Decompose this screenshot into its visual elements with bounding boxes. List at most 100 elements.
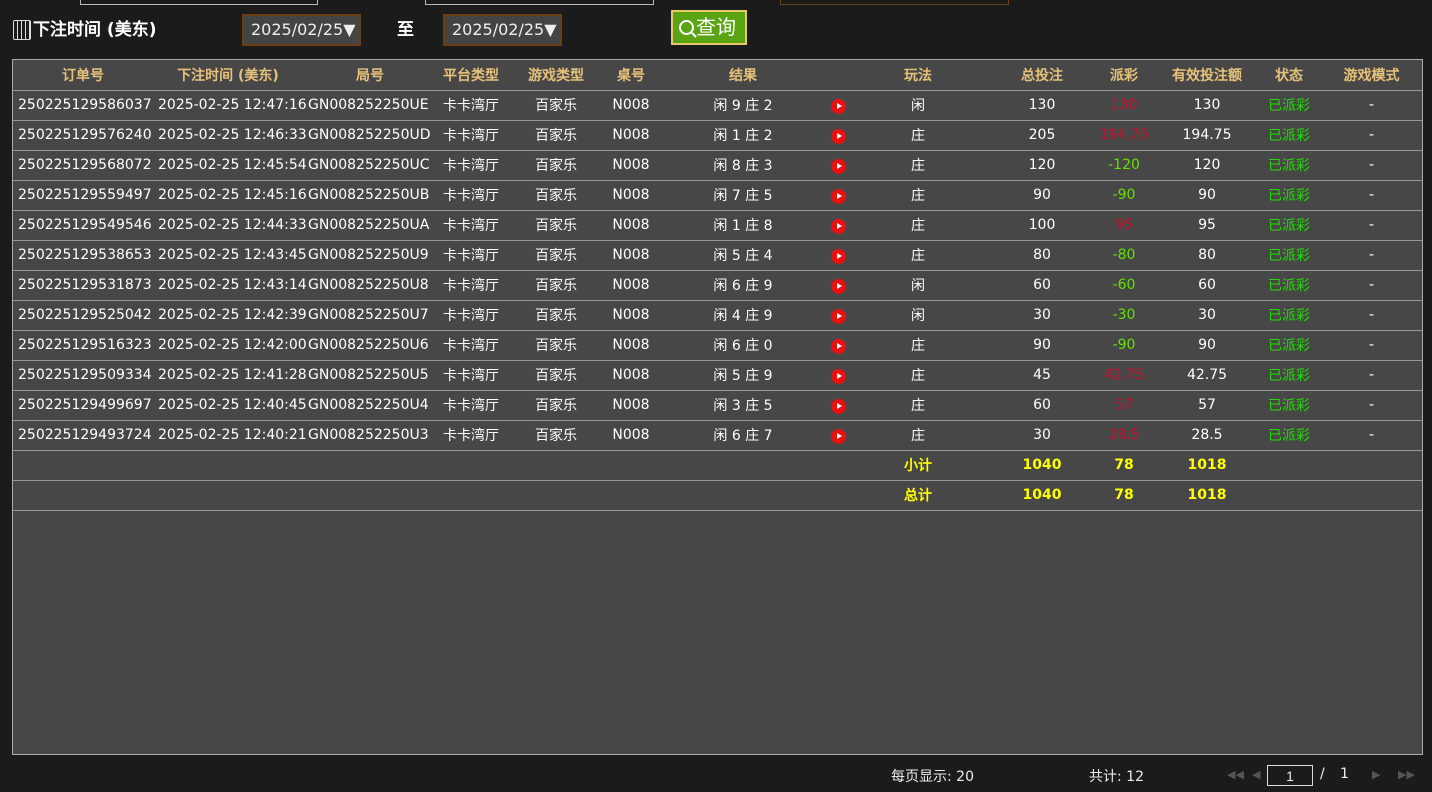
- cell-order-no: 250225129516323: [13, 330, 153, 361]
- cell-table-no: N008: [607, 90, 655, 121]
- cell-game-type: 百家乐: [505, 300, 607, 331]
- top-input-3[interactable]: [780, 0, 1009, 5]
- play-video-icon[interactable]: [831, 218, 846, 234]
- start-date-select[interactable]: 2025/02/25▼: [242, 14, 361, 46]
- play-video-icon[interactable]: [831, 338, 846, 354]
- cell-valid-bet: 95: [1157, 210, 1257, 241]
- header-platform-type: 平台类型: [437, 60, 505, 91]
- start-date-value: 2025/02/25: [251, 20, 344, 39]
- cell-bet-type: 庄: [843, 420, 993, 451]
- cell-bet-time: 2025-02-25 12:47:16: [153, 90, 307, 121]
- cell-status: 已派彩: [1257, 300, 1321, 331]
- cell-payout: 194.75: [1091, 120, 1157, 151]
- total-cell: [505, 480, 607, 511]
- cell-valid-bet: 60: [1157, 270, 1257, 301]
- subtotal-cell: [13, 450, 153, 481]
- first-page-icon[interactable]: ◀◀: [1227, 768, 1244, 781]
- cell-order-no: 250225129559497: [13, 180, 153, 211]
- table-row: 250225129531873 2025-02-25 12:43:14 GN0082…: [13, 270, 1422, 301]
- header-total-bet: 总投注: [993, 60, 1091, 91]
- query-label: 查询: [696, 15, 736, 39]
- cell-platform-type: 卡卡湾厅: [437, 210, 505, 241]
- table-row: 250225129538653 2025-02-25 12:43:45 GN0082…: [13, 240, 1422, 271]
- total-label: 总计: [843, 480, 993, 511]
- cell-table-no: N008: [607, 150, 655, 181]
- play-video-icon[interactable]: [831, 368, 846, 384]
- replay-cell: [831, 270, 846, 301]
- cell-table-no: N008: [607, 210, 655, 241]
- replay-cell: [831, 390, 846, 421]
- header-game-type: 游戏类型: [505, 60, 607, 91]
- prev-page-icon[interactable]: ◀: [1252, 768, 1261, 781]
- replay-cell: [831, 180, 846, 211]
- query-button[interactable]: 查询: [671, 10, 747, 45]
- cell-total-bet: 205: [993, 120, 1091, 151]
- cell-total-bet: 80: [993, 240, 1091, 271]
- header-bet-type: 玩法: [843, 60, 993, 91]
- bet-records-table: 订单号 下注时间 (美东) 局号 平台类型 游戏类型 桌号 结果 玩法 总投注 派彩 有效投注额 状态…: [12, 59, 1423, 755]
- end-date-select[interactable]: 2025/02/25▼: [443, 14, 562, 46]
- cell-result: 闲 8 庄 3: [655, 150, 831, 181]
- cell-round-no: GN008252250UA: [303, 210, 437, 241]
- next-page-icon[interactable]: ▶: [1372, 768, 1381, 781]
- cell-valid-bet: 80: [1157, 240, 1257, 271]
- play-video-icon[interactable]: [831, 158, 846, 174]
- play-video-icon[interactable]: [831, 248, 846, 264]
- cell-game-mode: -: [1321, 270, 1422, 301]
- play-video-icon[interactable]: [831, 188, 846, 204]
- cell-order-no: 250225129586037: [13, 90, 153, 121]
- cell-platform-type: 卡卡湾厅: [437, 90, 505, 121]
- play-video-icon[interactable]: [831, 128, 846, 144]
- cell-status: 已派彩: [1257, 360, 1321, 391]
- cell-table-no: N008: [607, 390, 655, 421]
- cell-payout: 95: [1091, 210, 1157, 241]
- play-video-icon[interactable]: [831, 398, 846, 414]
- cell-round-no: GN008252250U3: [303, 420, 437, 451]
- cell-status: 已派彩: [1257, 180, 1321, 211]
- cell-result: 闲 1 庄 8: [655, 210, 831, 241]
- cell-table-no: N008: [607, 270, 655, 301]
- cell-valid-bet: 57: [1157, 390, 1257, 421]
- subtotal-cell: [437, 450, 505, 481]
- cell-valid-bet: 120: [1157, 150, 1257, 181]
- dropdown-arrow-icon: ▼: [544, 20, 557, 39]
- replay-cell: [831, 300, 846, 331]
- cell-table-no: N008: [607, 420, 655, 451]
- cell-payout: -60: [1091, 270, 1157, 301]
- cell-game-mode: -: [1321, 210, 1422, 241]
- total-total-bet: 1040: [993, 480, 1091, 511]
- cell-bet-type: 闲: [843, 90, 993, 121]
- cell-bet-time: 2025-02-25 12:44:33: [153, 210, 307, 241]
- top-input-2[interactable]: [425, 0, 654, 5]
- total-cell: [1257, 480, 1321, 511]
- cell-total-bet: 130: [993, 90, 1091, 121]
- play-video-icon[interactable]: [831, 428, 846, 444]
- cell-status: 已派彩: [1257, 210, 1321, 241]
- play-video-icon[interactable]: [831, 278, 846, 294]
- cell-round-no: GN008252250U7: [303, 300, 437, 331]
- last-page-icon[interactable]: ▶▶: [1398, 768, 1415, 781]
- total-count-label: 共计: 12: [1089, 769, 1144, 785]
- cell-bet-time: 2025-02-25 12:45:54: [153, 150, 307, 181]
- subtotal-valid-bet: 1018: [1157, 450, 1257, 481]
- total-cell: [1321, 480, 1422, 511]
- cell-game-mode: -: [1321, 300, 1422, 331]
- cell-result: 闲 3 庄 5: [655, 390, 831, 421]
- cell-status: 已派彩: [1257, 120, 1321, 151]
- top-input-1[interactable]: [80, 0, 318, 5]
- total-pages: 1: [1340, 766, 1349, 782]
- replay-cell: [831, 120, 846, 151]
- cell-bet-time: 2025-02-25 12:42:00: [153, 330, 307, 361]
- cell-table-no: N008: [607, 360, 655, 391]
- cell-result: 闲 6 庄 0: [655, 330, 831, 361]
- play-video-icon[interactable]: [831, 308, 846, 324]
- play-video-icon[interactable]: [831, 98, 846, 114]
- total-valid-bet: 1018: [1157, 480, 1257, 511]
- cell-valid-bet: 90: [1157, 180, 1257, 211]
- page-number-input[interactable]: [1267, 765, 1313, 786]
- header-valid-bet: 有效投注额: [1157, 60, 1257, 91]
- cell-platform-type: 卡卡湾厅: [437, 420, 505, 451]
- cell-payout: -90: [1091, 180, 1157, 211]
- cell-payout: 57: [1091, 390, 1157, 421]
- cell-bet-time: 2025-02-25 12:45:16: [153, 180, 307, 211]
